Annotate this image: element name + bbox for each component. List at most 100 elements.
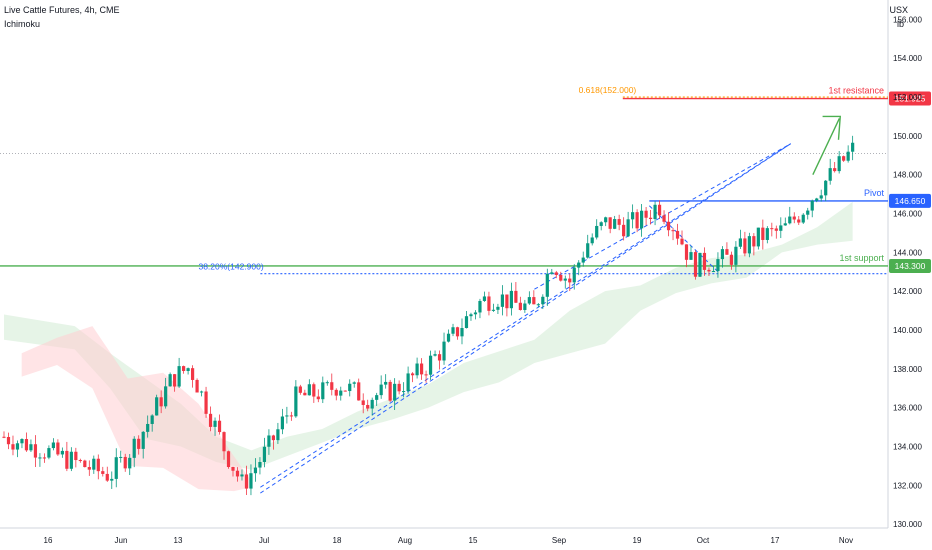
candle-body-154 [693, 252, 698, 277]
time-tick-11: Nov [839, 536, 853, 545]
candle-body-124 [559, 274, 563, 281]
candle-body-118 [532, 297, 536, 305]
candle-body-72 [325, 382, 329, 384]
level-name-0: 1st resistance [828, 86, 884, 96]
time-tick-1: Jun [115, 536, 128, 545]
candle-body-16 [74, 451, 78, 461]
candle-body-89 [402, 391, 406, 393]
candle-body-90 [406, 373, 410, 392]
candle-body-112 [505, 294, 509, 309]
level-badge-text-1: 146.650 [895, 196, 926, 206]
candle-body-162 [729, 254, 734, 265]
candle-body-5 [24, 439, 29, 451]
candle-body-186 [837, 156, 841, 172]
channel-lower [260, 143, 792, 494]
level-name-2: 1st support [839, 253, 884, 263]
candle-body-126 [568, 278, 572, 283]
unit-label: lb [896, 19, 904, 29]
candle-body-147 [662, 215, 666, 222]
candle-body-153 [689, 252, 693, 260]
candle-body-80 [361, 400, 365, 405]
candle-body-133 [599, 222, 603, 226]
time-tick-7: Sep [552, 536, 567, 545]
candle-body-8 [38, 457, 42, 459]
candle-body-171 [770, 228, 774, 230]
price-tick-5: 140.000 [893, 326, 922, 335]
candle-body-53 [240, 474, 244, 477]
candle-body-109 [491, 309, 496, 311]
candle-body-62 [280, 416, 284, 430]
projection-arrow-head [822, 115, 842, 140]
price-tick-2: 134.000 [893, 442, 922, 451]
candle-body-145 [653, 204, 657, 219]
candle-body-24 [110, 478, 114, 481]
candle-body-176 [792, 216, 796, 220]
candle-body-87 [393, 383, 397, 401]
candle-body-55 [249, 473, 253, 489]
candle-body-3 [15, 443, 20, 450]
candle-body-92 [415, 363, 419, 376]
candle-body-180 [810, 200, 814, 211]
candle-body-4 [20, 439, 24, 444]
candle-body-54 [244, 474, 249, 489]
candle-body-95 [428, 355, 433, 375]
candle-body-167 [752, 236, 756, 247]
level-badge-0 [889, 91, 931, 106]
candle-body-44 [199, 391, 204, 393]
candle-body-98 [442, 341, 446, 361]
candle-body-170 [765, 228, 769, 240]
ichimoku-cloud-bearish [21, 326, 252, 492]
candle-body-17 [78, 460, 82, 462]
candle-body-134 [604, 217, 608, 223]
candle-body-45 [204, 391, 208, 414]
level-badge-text-2: 143.300 [895, 261, 926, 271]
candle-body-69 [312, 384, 316, 397]
candle-body-14 [65, 450, 69, 469]
channel-line-a [260, 143, 792, 488]
price-tick-1: 132.000 [893, 481, 922, 490]
candle-body-106 [478, 300, 482, 313]
candle-body-165 [743, 238, 747, 254]
level-badge-text-0: 151.925 [895, 94, 926, 104]
candle-body-97 [437, 354, 442, 361]
candle-body-51 [231, 467, 235, 471]
time-tick-5: Aug [398, 536, 412, 545]
candle-body-86 [388, 381, 392, 401]
candle-body-128 [577, 262, 581, 268]
candle-body-37 [168, 374, 172, 387]
price-tick-8: 146.000 [893, 210, 922, 219]
indicator-label: Ichimoku [4, 19, 41, 29]
candle-body-123 [554, 272, 558, 275]
candle-body-46 [208, 413, 213, 427]
candle-body-181 [815, 198, 819, 201]
candle-body-179 [806, 210, 810, 215]
candle-body-18 [83, 460, 87, 468]
candle-body-158 [711, 271, 716, 273]
candle-body-159 [716, 259, 720, 272]
candle-body-108 [487, 296, 491, 311]
candle-body-84 [379, 384, 383, 396]
candle-body-27 [123, 456, 127, 469]
candle-body-74 [334, 389, 338, 396]
time-tick-4: 18 [333, 536, 342, 545]
candle-body-185 [833, 168, 837, 172]
candle-body-75 [339, 390, 343, 396]
candle-body-178 [801, 214, 805, 223]
candle-body-63 [285, 415, 289, 417]
candle-body-116 [523, 303, 527, 310]
candle-body-68 [307, 384, 311, 396]
candle-body-52 [235, 470, 240, 477]
candle-body-100 [451, 327, 455, 334]
candle-body-22 [101, 471, 105, 474]
candle-body-160 [720, 249, 725, 260]
candle-body-0 [2, 436, 6, 438]
time-tick-8: 19 [633, 536, 642, 545]
candle-body-96 [433, 354, 437, 356]
candle-body-13 [60, 450, 64, 455]
candle-body-34 [155, 397, 159, 416]
candle-body-88 [397, 383, 401, 392]
candle-body-104 [469, 314, 473, 317]
candle-body-19 [87, 467, 91, 470]
candle-body-15 [69, 451, 73, 469]
